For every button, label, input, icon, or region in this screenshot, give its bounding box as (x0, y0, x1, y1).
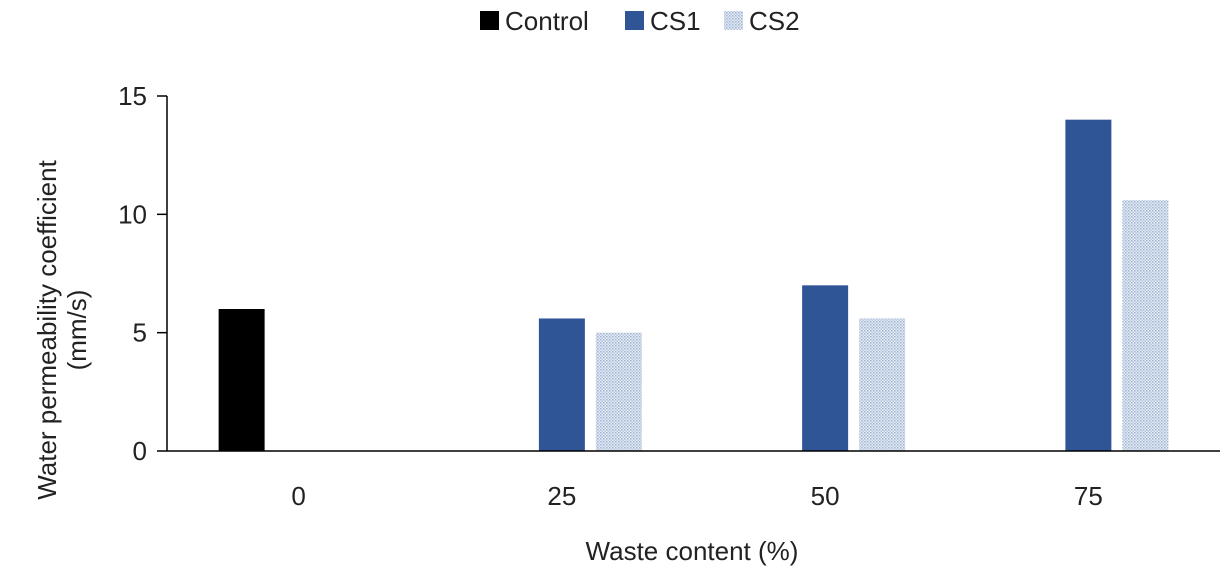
legend-label-cs1: CS1 (650, 6, 701, 36)
y-axis-ticks: 0 5 10 15 (118, 81, 167, 466)
bars (218, 119, 1169, 452)
y-tick-label: 10 (118, 199, 147, 229)
y-tick-label: 5 (133, 318, 147, 348)
bar-cs2-50 (859, 318, 906, 451)
legend-label-control: Control (505, 6, 589, 36)
legend-swatch-cs1 (625, 11, 644, 30)
x-tick-label: 75 (1074, 481, 1103, 511)
bar-cs1-25 (538, 318, 585, 451)
y-axis-title-line2: (mm/s) (62, 290, 92, 371)
y-axis-title-line1: Water permeability coefficient (32, 159, 62, 499)
legend-swatch-cs2 (724, 11, 743, 30)
bar-cs1-50 (802, 285, 849, 451)
axes (166, 96, 1220, 452)
bar-cs1-75 (1065, 119, 1112, 452)
x-axis-ticks: 0 25 50 75 (291, 481, 1102, 511)
x-tick-label: 25 (547, 481, 576, 511)
bar-cs2-75 (1122, 200, 1169, 451)
bar-cs2-25 (595, 332, 642, 451)
legend: Control CS1 CS2 (480, 6, 800, 36)
y-axis-title: Water permeability coefficient (mm/s) (32, 159, 92, 499)
x-tick-label: 0 (291, 481, 305, 511)
legend-label-cs2: CS2 (749, 6, 800, 36)
y-tick-label: 0 (133, 436, 147, 466)
x-axis-title: Waste content (%) (586, 536, 799, 566)
x-tick-label: 50 (811, 481, 840, 511)
legend-swatch-control (480, 11, 499, 30)
y-tick-label: 15 (118, 81, 147, 111)
bar-control-0 (218, 309, 265, 451)
